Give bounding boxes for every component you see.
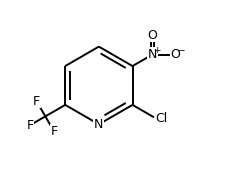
Text: N: N <box>94 118 103 131</box>
Text: +: + <box>152 46 160 55</box>
Text: O: O <box>170 48 180 61</box>
Text: N: N <box>147 48 156 61</box>
Text: O: O <box>147 29 157 42</box>
Text: −: − <box>176 45 183 54</box>
Text: F: F <box>33 95 40 108</box>
Text: F: F <box>50 125 57 138</box>
Text: F: F <box>26 119 34 132</box>
Text: Cl: Cl <box>154 112 166 125</box>
